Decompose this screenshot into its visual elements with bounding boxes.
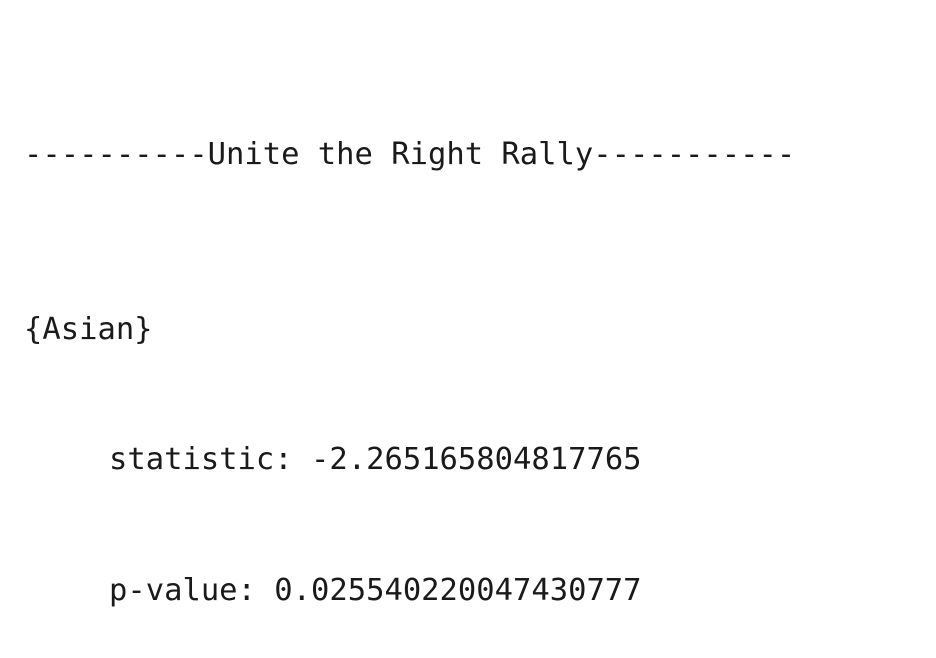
group-label-asian: {Asian} (24, 311, 153, 347)
pvalue-line: p-value: 0.025540220047430777 (24, 569, 795, 613)
statistic-line: statistic: -2.265165804817765 (24, 438, 795, 482)
statistic-label: statistic: (109, 442, 293, 478)
statistic-value: -2.265165804817765 (311, 442, 642, 478)
console-output: ----------Unite the Right Rally---------… (24, 46, 795, 658)
pvalue-value: 0.025540220047430777 (274, 573, 642, 609)
section-header: ----------Unite the Right Rally---------… (24, 137, 796, 173)
pvalue-label: p-value: (109, 573, 256, 609)
